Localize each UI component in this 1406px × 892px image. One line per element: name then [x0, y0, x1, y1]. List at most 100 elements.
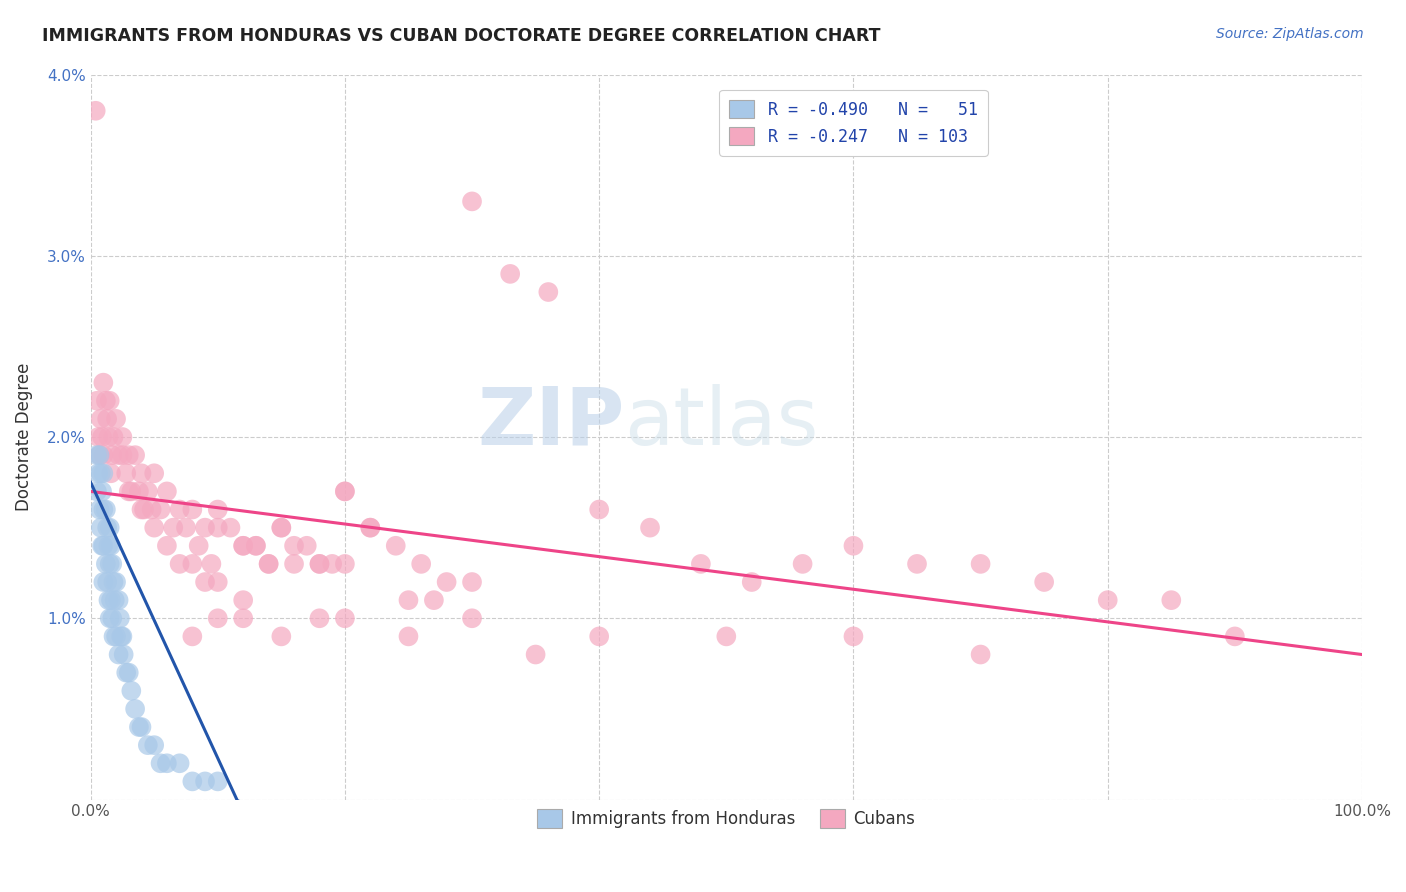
Point: [91, 539, 114, 553]
Point: [270, 629, 292, 643]
Point: [91, 376, 114, 390]
Point: [111, 629, 134, 643]
Point: [90, 467, 112, 481]
Point: [124, 702, 146, 716]
Point: [741, 574, 763, 589]
Point: [149, 502, 172, 516]
Point: [156, 484, 179, 499]
Point: [94, 557, 117, 571]
Point: [1223, 629, 1246, 643]
Point: [200, 557, 222, 571]
Point: [187, 539, 209, 553]
Point: [97, 593, 120, 607]
Point: [90, 412, 112, 426]
Legend: Immigrants from Honduras, Cubans: Immigrants from Honduras, Cubans: [530, 803, 922, 835]
Point: [103, 430, 125, 444]
Point: [103, 574, 125, 589]
Point: [98, 557, 121, 571]
Point: [89, 448, 111, 462]
Point: [194, 774, 217, 789]
Point: [716, 629, 738, 643]
Point: [207, 574, 229, 589]
Point: [689, 557, 711, 571]
Point: [98, 611, 121, 625]
Point: [120, 484, 142, 499]
Point: [97, 539, 120, 553]
Point: [219, 521, 242, 535]
Point: [588, 502, 610, 516]
Point: [143, 738, 166, 752]
Point: [143, 467, 166, 481]
Point: [103, 629, 125, 643]
Point: [181, 629, 204, 643]
Point: [143, 521, 166, 535]
Point: [136, 484, 159, 499]
Point: [461, 194, 484, 209]
Point: [107, 648, 129, 662]
Point: [108, 611, 131, 625]
Point: [104, 593, 127, 607]
Point: [91, 467, 114, 481]
Point: [842, 629, 865, 643]
Point: [207, 502, 229, 516]
Point: [283, 539, 305, 553]
Point: [91, 502, 114, 516]
Text: Source: ZipAtlas.com: Source: ZipAtlas.com: [1216, 27, 1364, 41]
Point: [411, 557, 433, 571]
Point: [86, 393, 108, 408]
Point: [436, 574, 458, 589]
Point: [118, 484, 141, 499]
Point: [207, 521, 229, 535]
Point: [118, 448, 141, 462]
Point: [333, 484, 356, 499]
Point: [149, 756, 172, 771]
Point: [181, 774, 204, 789]
Point: [131, 467, 153, 481]
Point: [295, 539, 318, 553]
Point: [232, 593, 254, 607]
Point: [94, 393, 117, 408]
Point: [86, 448, 108, 462]
Point: [257, 557, 280, 571]
Point: [1160, 593, 1182, 607]
Point: [107, 448, 129, 462]
Point: [181, 502, 204, 516]
Point: [111, 430, 134, 444]
Point: [89, 502, 111, 516]
Point: [156, 539, 179, 553]
Point: [232, 539, 254, 553]
Point: [969, 557, 991, 571]
Point: [1033, 574, 1056, 589]
Point: [270, 521, 292, 535]
Point: [232, 539, 254, 553]
Point: [128, 484, 150, 499]
Point: [588, 629, 610, 643]
Point: [283, 557, 305, 571]
Point: [91, 539, 114, 553]
Point: [105, 412, 128, 426]
Point: [905, 557, 928, 571]
Point: [398, 593, 420, 607]
Point: [94, 502, 117, 516]
Point: [194, 574, 217, 589]
Point: [112, 648, 135, 662]
Point: [86, 484, 108, 499]
Point: [91, 430, 114, 444]
Point: [131, 720, 153, 734]
Point: [359, 521, 381, 535]
Point: [232, 611, 254, 625]
Point: [105, 574, 128, 589]
Point: [537, 285, 560, 299]
Point: [98, 521, 121, 535]
Point: [91, 574, 114, 589]
Point: [423, 593, 446, 607]
Point: [162, 521, 184, 535]
Point: [96, 574, 118, 589]
Point: [842, 539, 865, 553]
Point: [308, 557, 330, 571]
Point: [156, 756, 179, 771]
Point: [101, 611, 124, 625]
Point: [118, 665, 141, 680]
Point: [91, 484, 114, 499]
Point: [120, 683, 142, 698]
